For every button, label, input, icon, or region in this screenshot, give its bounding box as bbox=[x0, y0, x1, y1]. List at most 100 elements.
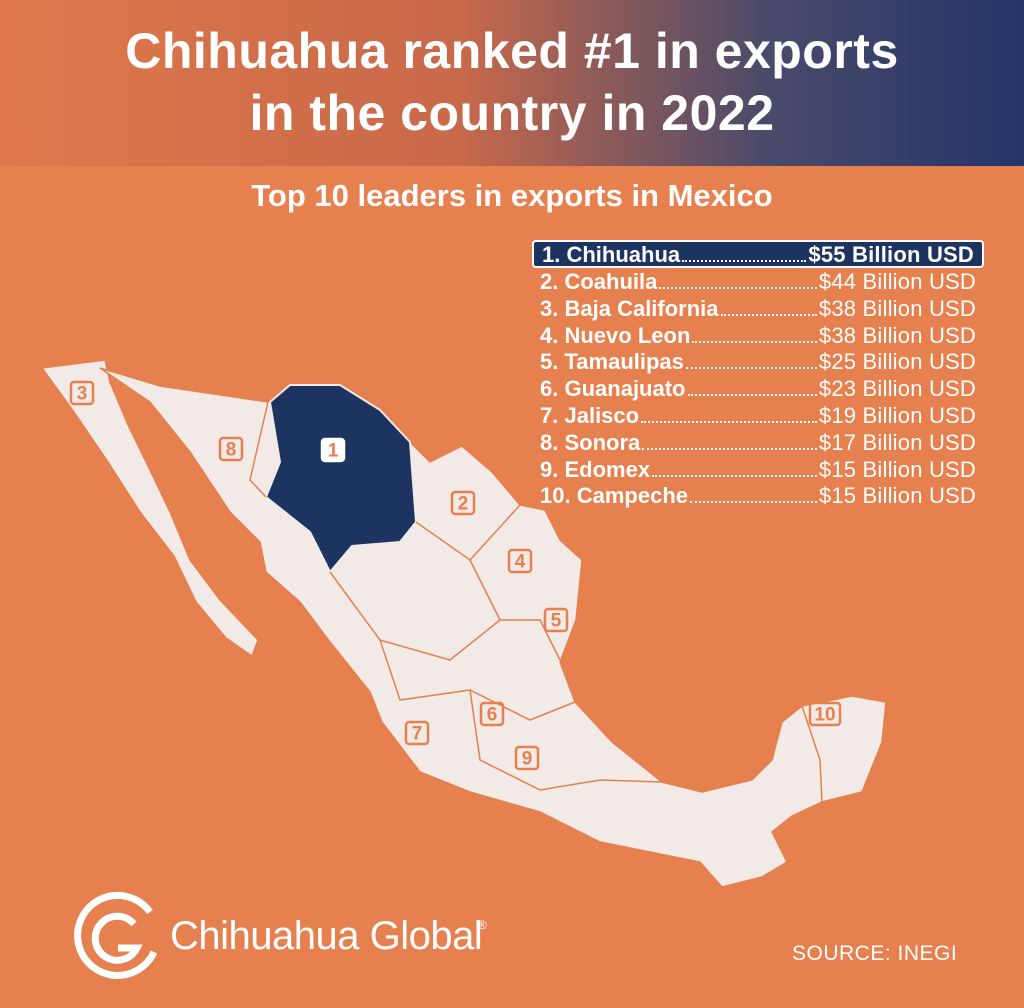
ranking-row: 9. Edomex $15 Billion USD bbox=[532, 457, 984, 484]
marker-label: 2 bbox=[458, 494, 469, 515]
state-name: Sonora bbox=[564, 429, 641, 455]
marker-box bbox=[543, 607, 569, 633]
state-name: Guanajuato bbox=[564, 376, 686, 402]
export-value: $15 Billion USD bbox=[818, 456, 976, 482]
export-value: $19 Billion USD bbox=[818, 402, 976, 428]
leader-dots bbox=[659, 272, 817, 289]
marker-label: 5 bbox=[551, 611, 562, 632]
state-name: Edomex bbox=[564, 456, 651, 482]
export-value: $23 Billion USD bbox=[818, 376, 976, 402]
state-name: Baja California bbox=[564, 295, 719, 321]
leader-dots bbox=[720, 298, 817, 316]
state-name: Nuevo Leon bbox=[564, 322, 691, 348]
subtitle: Top 10 leaders in exports in Mexico bbox=[251, 178, 773, 213]
title-line: in the country in 2022 bbox=[249, 85, 775, 141]
ranking-name: 7. Jalisco bbox=[540, 403, 639, 429]
logo-ring bbox=[74, 891, 158, 979]
ranking-name: 10. Campeche bbox=[540, 483, 688, 509]
rank-number: 2. bbox=[540, 269, 559, 294]
ranking-row: 1. Chihuahua $55 Billion USD bbox=[532, 240, 984, 268]
state-border bbox=[469, 689, 663, 791]
marker-layer: 1 2 3 4 5 6 7 8 9 10 bbox=[69, 380, 842, 771]
rank-number: 3. bbox=[540, 295, 559, 321]
marker-label: 9 bbox=[522, 749, 533, 770]
marker-label: 8 bbox=[226, 440, 237, 461]
state-name: Tamaulipas bbox=[564, 349, 684, 375]
rank-number: 10. bbox=[540, 483, 571, 509]
leader-dots bbox=[685, 352, 817, 370]
state-name: Jalisco bbox=[564, 402, 640, 428]
ranking-name: 5. Tamaulipas bbox=[540, 349, 684, 375]
header-banner bbox=[0, 0, 1024, 166]
export-value: $55 Billion USD bbox=[808, 242, 974, 267]
ranking-name: 4. Nuevo Leon bbox=[540, 323, 690, 349]
leader-dots bbox=[652, 459, 817, 477]
export-value: $25 Billion USD bbox=[818, 349, 976, 375]
marker-box bbox=[514, 745, 540, 771]
ranking-row: 7. Jalisco $19 Billion USD bbox=[532, 403, 984, 430]
state-name: Chihuahua bbox=[566, 242, 681, 267]
state-border bbox=[329, 571, 501, 661]
rank-number: 7. bbox=[540, 402, 559, 428]
marker-label: 6 bbox=[487, 705, 498, 726]
leader-dots bbox=[692, 325, 817, 343]
state-name: Campeche bbox=[576, 483, 688, 509]
marker-label: 7 bbox=[412, 724, 423, 745]
ranking-name: 6. Guanajuato bbox=[540, 376, 686, 402]
marker-label: 4 bbox=[515, 552, 526, 573]
state-border bbox=[249, 401, 269, 498]
marker-box bbox=[320, 437, 346, 463]
marker-label: 10 bbox=[814, 705, 835, 726]
logo-icon bbox=[74, 891, 158, 979]
state-name: Coahuila bbox=[564, 269, 658, 294]
ranking-row: 3. Baja California $38 Billion USD bbox=[532, 296, 984, 323]
source-note: SOURCE: INEGI bbox=[792, 942, 958, 965]
ranking-name: 2. Coahuila bbox=[540, 269, 657, 295]
marker-box bbox=[507, 548, 533, 574]
marker-box bbox=[218, 436, 244, 462]
ranking-name: 8. Sonora bbox=[540, 430, 640, 456]
marker-label: 3 bbox=[77, 384, 88, 405]
brand-name: Chihuahua Global bbox=[170, 914, 483, 958]
marker-label: 1 bbox=[328, 441, 339, 462]
state-border bbox=[801, 705, 823, 803]
state-border bbox=[469, 559, 561, 661]
ranking-name: 1. Chihuahua bbox=[542, 242, 680, 268]
leader-dots bbox=[687, 379, 817, 397]
export-value: $38 Billion USD bbox=[818, 295, 976, 321]
ranking-row: 5. Tamaulipas $25 Billion USD bbox=[532, 349, 984, 376]
export-value: $17 Billion USD bbox=[818, 429, 976, 455]
ranking-row: 6. Guanajuato $23 Billion USD bbox=[532, 376, 984, 403]
rank-number: 8. bbox=[540, 429, 559, 455]
leader-dots bbox=[682, 245, 807, 262]
rank-number: 4. bbox=[540, 322, 559, 348]
marker-box bbox=[404, 720, 430, 746]
ranking-row: 8. Sonora $17 Billion USD bbox=[532, 430, 984, 457]
ranking-row: 10. Campeche $15 Billion USD bbox=[532, 483, 984, 510]
registered-mark: ® bbox=[478, 918, 487, 932]
rank-number: 1. bbox=[542, 242, 561, 267]
export-value: $15 Billion USD bbox=[818, 483, 976, 509]
marker-box bbox=[69, 380, 95, 406]
leader-dots bbox=[642, 432, 817, 450]
rank-number: 9. bbox=[540, 456, 559, 482]
title-line: Chihuahua ranked #1 in exports bbox=[125, 23, 899, 79]
marker-box bbox=[450, 490, 476, 516]
ranking-name: 9. Edomex bbox=[540, 457, 650, 483]
leader-dots bbox=[641, 406, 817, 423]
marker-box bbox=[808, 701, 842, 727]
leader-dots bbox=[690, 486, 817, 504]
export-value: $44 Billion USD bbox=[818, 269, 976, 294]
ranking-row: 2. Coahuila $44 Billion USD bbox=[532, 269, 984, 296]
baja-peninsula bbox=[40, 359, 259, 658]
ranking-name: 3. Baja California bbox=[540, 296, 719, 322]
rank-number: 6. bbox=[540, 376, 559, 402]
rank-number: 5. bbox=[540, 349, 559, 375]
marker-box bbox=[479, 701, 505, 727]
logo-g bbox=[91, 912, 143, 964]
ranking-row: 4. Nuevo Leon $38 Billion USD bbox=[532, 323, 984, 350]
export-value: $38 Billion USD bbox=[818, 322, 976, 348]
ranking-list: 1. Chihuahua $55 Billion USD 2. Coahuila $4… bbox=[532, 240, 984, 510]
